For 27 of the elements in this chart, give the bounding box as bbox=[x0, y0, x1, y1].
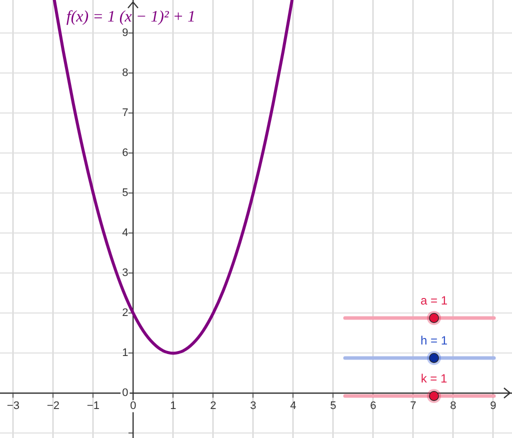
x-tick-label: 6 bbox=[370, 400, 376, 412]
x-tick-label: 0 bbox=[130, 400, 136, 412]
x-tick-label: 9 bbox=[490, 400, 496, 412]
annotation: a = 1 bbox=[420, 293, 448, 308]
y-tick-label: 7 bbox=[122, 107, 128, 120]
x-tick-label: 4 bbox=[290, 400, 296, 412]
x-tick-label: 1 bbox=[170, 400, 176, 412]
x-tick-label: −3 bbox=[6, 400, 20, 412]
x-tick-label: −2 bbox=[46, 400, 60, 412]
y-tick-label: 9 bbox=[122, 27, 128, 40]
series-label: f(x) = 1 (x − 1)² + 1 bbox=[66, 8, 196, 26]
annotation: k = 1 bbox=[420, 371, 448, 386]
annotation: h = 1 bbox=[420, 333, 448, 348]
y-tick-label: 5 bbox=[122, 187, 128, 200]
x-tick-label: 7 bbox=[410, 400, 416, 412]
x-tick-label: 3 bbox=[250, 400, 256, 412]
x-tick-label: 8 bbox=[450, 400, 456, 412]
y-tick-label: 6 bbox=[122, 147, 128, 160]
y-tick-label: 8 bbox=[122, 67, 128, 80]
y-tick-label: 2 bbox=[122, 307, 128, 320]
x-tick-label: −1 bbox=[86, 400, 100, 412]
x-tick-label: 5 bbox=[330, 400, 336, 412]
y-tick-label: 1 bbox=[122, 347, 128, 360]
y-tick-label: 0 bbox=[122, 387, 128, 400]
x-tick-label: 2 bbox=[210, 400, 216, 412]
y-tick-label: 3 bbox=[122, 267, 128, 280]
y-tick-label: 4 bbox=[122, 227, 128, 240]
